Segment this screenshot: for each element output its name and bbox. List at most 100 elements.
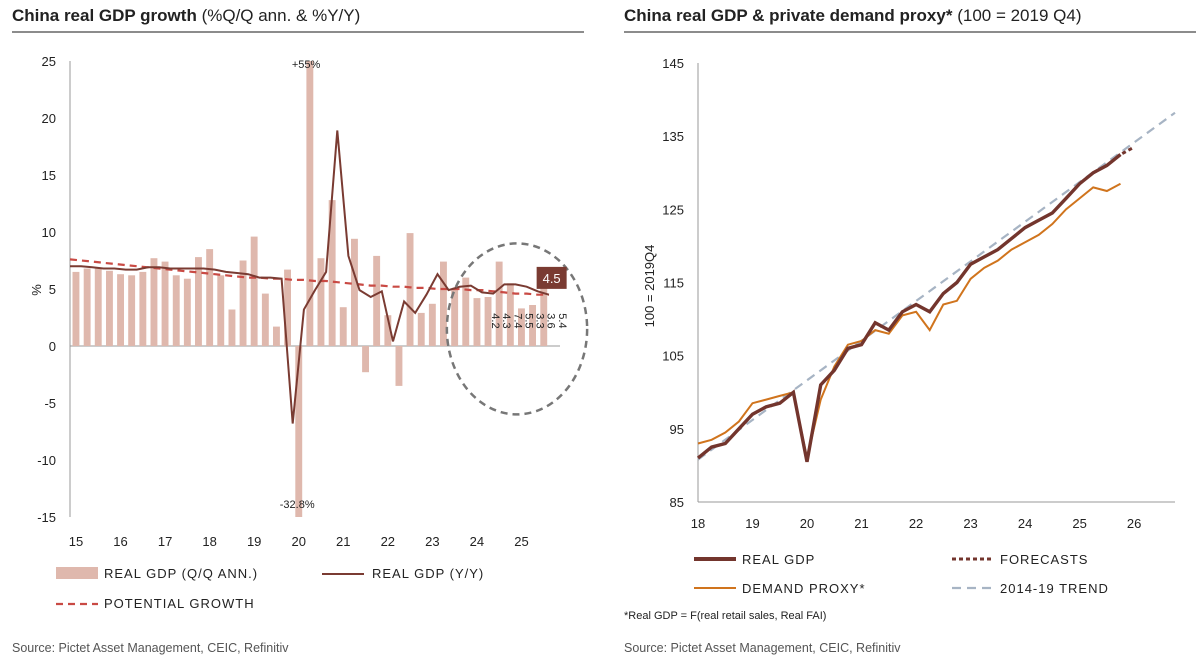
y-tick-label: 125: [662, 202, 684, 217]
right-title-rule: [624, 31, 1196, 33]
y-tick-label: -15: [37, 510, 56, 525]
legend-label-forecasts: FORECASTS: [1000, 552, 1088, 567]
y-tick-label: 20: [42, 111, 56, 126]
y-tick-label: 145: [662, 56, 684, 71]
legend-label-gdp-qq: REAL GDP (Q/Q ANN.): [104, 566, 258, 581]
gdp-qq-bar: [484, 297, 492, 346]
y-axis-label: %: [29, 284, 44, 296]
gdp-qq-bar: [339, 307, 347, 346]
legend-label-potential: POTENTIAL GROWTH: [104, 596, 255, 611]
left-title-rule: [12, 31, 584, 33]
y-tick-label: 135: [662, 129, 684, 144]
bar-value-label: 5.5: [522, 313, 534, 328]
right-title-subtitle: (100 = 2019 Q4): [957, 6, 1082, 25]
x-tick-label: 21: [854, 516, 868, 531]
annotation-label: +55%: [292, 59, 321, 71]
gdp-qq-bar: [384, 315, 392, 346]
x-tick-label: 18: [202, 534, 216, 549]
gdp-qq-bar: [428, 303, 436, 346]
gdp-qq-bar: [150, 258, 158, 346]
legend-label-real-gdp: REAL GDP: [742, 552, 815, 567]
x-tick-label: 22: [381, 534, 395, 549]
x-tick-label: 16: [113, 534, 127, 549]
gdp-qq-bar: [295, 346, 303, 517]
gdp-qq-bar: [117, 274, 124, 346]
x-tick-label: 19: [745, 516, 759, 531]
latest-value-callout: 4.5: [543, 271, 561, 286]
right-chart-title: China real GDP & private demand proxy* (…: [624, 6, 1081, 26]
y-tick-label: 95: [670, 422, 684, 437]
x-tick-label: 21: [336, 534, 350, 549]
gdp-qq-bar: [395, 346, 403, 386]
gdp-qq-bar: [250, 236, 258, 346]
gdp-qq-bar: [217, 275, 225, 346]
bar-value-label: 3.6: [545, 313, 557, 328]
gdp-qq-bar: [451, 289, 459, 346]
bar-value-label: 4.2: [489, 313, 501, 328]
gdp-qq-bar: [529, 305, 536, 346]
gdp-qq-bar: [518, 308, 525, 346]
gdp-qq-bar: [273, 326, 280, 346]
y-tick-label: 15: [42, 168, 56, 183]
gdp-qq-bar: [128, 275, 136, 346]
gdp-qq-bar: [139, 271, 147, 346]
gdp-qq-bar: [206, 249, 214, 346]
gdp-qq-bar: [495, 261, 503, 346]
x-tick-label: 26: [1127, 516, 1141, 531]
chart-footnote: *Real GDP = F(real retail sales, Real FA…: [624, 610, 826, 622]
bar-value-label: 4.3: [500, 313, 512, 328]
left-title-bold: China real GDP growth: [12, 6, 197, 25]
x-tick-label: 19: [247, 534, 261, 549]
gdp-qq-bar: [440, 261, 447, 346]
gdp-qq-bar: [362, 346, 369, 373]
demand-proxy-line: [697, 182, 1121, 459]
x-tick-label: 25: [514, 534, 528, 549]
right-title-bold: China real GDP & private demand proxy*: [624, 6, 953, 25]
gdp-qq-bar: [317, 258, 325, 346]
gdp-qq-bar: [228, 309, 236, 346]
left-chart-title: China real GDP growth (%Q/Q ann. & %Y/Y): [12, 6, 360, 26]
legend-label-demand-proxy: DEMAND PROXY*: [742, 581, 866, 596]
gdp-qq-bar: [72, 271, 80, 346]
x-tick-label: 24: [1018, 516, 1032, 531]
gdp-qq-bar: [161, 261, 169, 346]
legend-label-trend: 2014-19 TREND: [1000, 581, 1109, 596]
gdp-qq-bar: [83, 268, 91, 346]
x-tick-label: 24: [470, 534, 484, 549]
left-source: Source: Pictet Asset Management, CEIC, R…: [12, 641, 289, 655]
gdp-qq-bar: [473, 298, 481, 346]
bar-value-label: 7.4: [511, 313, 523, 328]
y-tick-label: -10: [37, 453, 56, 468]
gdp-qq-bar: [462, 277, 470, 346]
left-chart: 25 20 15 10 5 0 -5 -10 -15 15 16 17 18 19 20 21 22 23 24 25…: [29, 54, 589, 611]
gdp-qq-bar: [540, 284, 548, 346]
x-tick-label: 25: [1072, 516, 1086, 531]
right-chart: 145 135 125 115 105 95 85 18 19 20 21 22 23 24 25 26 100…: [624, 56, 1176, 622]
gdp-qq-bar: [261, 293, 269, 346]
x-tick-label: 20: [291, 534, 305, 549]
gdp-qq-bar: [195, 257, 202, 346]
x-tick-label: 15: [69, 534, 83, 549]
gdp-qq-bar: [328, 200, 336, 346]
gdp-qq-bar: [417, 312, 425, 346]
legend-swatch-bar: [56, 567, 98, 579]
y-axis-label: 100 = 2019Q4: [642, 245, 657, 328]
y-tick-label: -5: [44, 396, 56, 411]
gdp-qq-bar: [306, 61, 314, 346]
left-title-subtitle: (%Q/Q ann. & %Y/Y): [201, 6, 361, 25]
y-tick-label: 10: [42, 225, 56, 240]
gdp-qq-bar: [172, 275, 180, 346]
gdp-qq-bar: [351, 238, 358, 346]
forecasts-line: [1092, 145, 1135, 175]
gdp-qq-bar: [94, 268, 102, 346]
gdp-qq-bar: [406, 233, 414, 346]
right-source: Source: Pictet Asset Management, CEIC, R…: [624, 641, 901, 655]
y-tick-label: 85: [670, 495, 684, 510]
x-tick-label: 20: [800, 516, 814, 531]
gdp-qq-bar: [284, 269, 291, 346]
trend-2014-19-line: [697, 111, 1176, 461]
real-gdp-line: [696, 153, 1122, 463]
gdp-qq-bar: [373, 255, 381, 346]
latest-value-callout-box: [536, 266, 567, 289]
y-tick-label: 5: [49, 282, 56, 297]
